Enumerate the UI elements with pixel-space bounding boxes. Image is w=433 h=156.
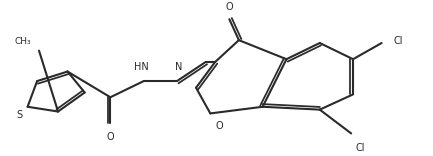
- Text: N: N: [175, 62, 183, 72]
- Text: CH₃: CH₃: [15, 37, 32, 46]
- Text: O: O: [107, 132, 114, 142]
- Text: HN: HN: [134, 62, 149, 72]
- Text: Cl: Cl: [393, 36, 403, 46]
- Text: O: O: [226, 2, 233, 12]
- Text: S: S: [17, 110, 23, 120]
- Text: Cl: Cl: [356, 143, 365, 153]
- Text: O: O: [215, 121, 223, 131]
